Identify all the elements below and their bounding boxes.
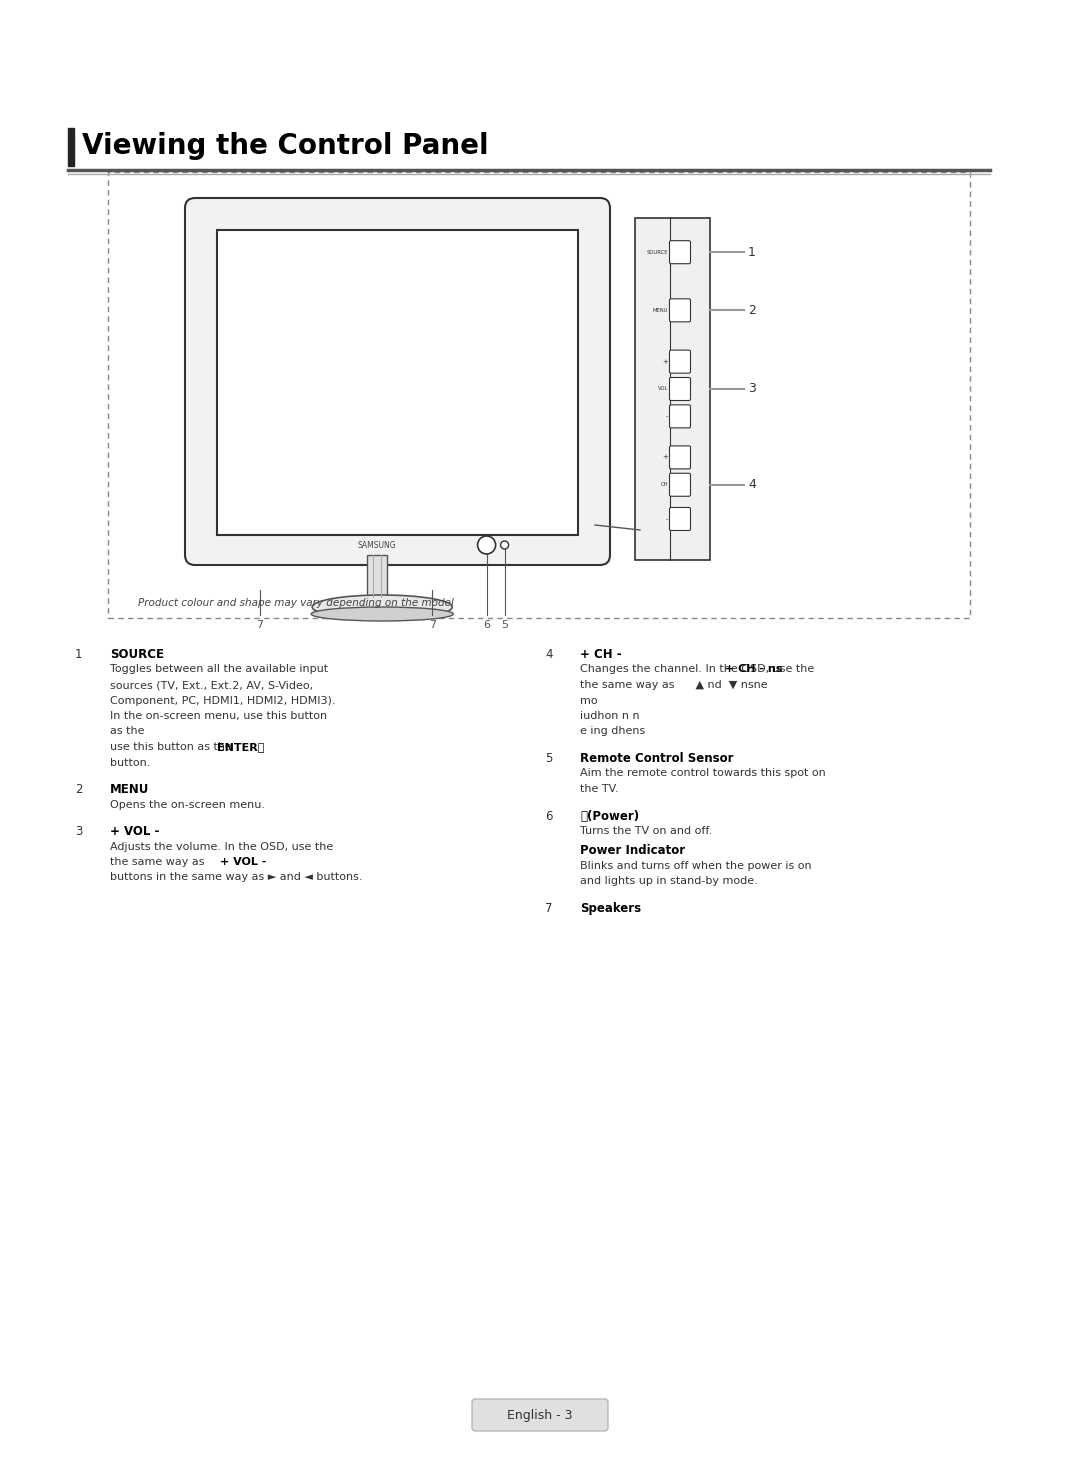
Text: 1: 1: [75, 648, 82, 661]
Text: + VOL -: + VOL -: [220, 857, 267, 867]
Text: 4: 4: [545, 648, 553, 661]
Text: the same way as: the same way as: [110, 857, 222, 867]
Text: Opens the on-screen menu.: Opens the on-screen menu.: [110, 799, 265, 810]
Text: the same way as      ▲ nd  ▼ nsne: the same way as ▲ nd ▼ nsne: [580, 680, 768, 690]
Text: Turns the TV on and off.: Turns the TV on and off.: [580, 826, 712, 836]
Text: ⏻(Power): ⏻(Power): [580, 810, 639, 823]
Text: SOURCE: SOURCE: [647, 250, 669, 255]
Bar: [68, 128, 75, 166]
Text: iudhon n n: iudhon n n: [580, 711, 639, 721]
Text: -: -: [665, 517, 669, 523]
Text: 6: 6: [483, 620, 490, 630]
Text: +: +: [662, 455, 669, 461]
Text: Blinks and turns off when the power is on: Blinks and turns off when the power is o…: [580, 861, 812, 871]
FancyBboxPatch shape: [472, 1398, 608, 1431]
Text: SOURCE: SOURCE: [110, 648, 164, 661]
Text: ENTERⓔ: ENTERⓔ: [217, 742, 265, 752]
Bar: [635, 218, 710, 559]
Text: 6: 6: [545, 810, 553, 823]
Text: 2: 2: [748, 303, 756, 316]
Text: 3: 3: [748, 383, 756, 396]
Circle shape: [477, 536, 496, 553]
Bar: [217, 230, 578, 534]
FancyBboxPatch shape: [185, 199, 610, 565]
Text: and lights up in stand-by mode.: and lights up in stand-by mode.: [580, 876, 758, 886]
FancyBboxPatch shape: [670, 446, 690, 470]
Text: sources (TV, Ext., Ext.2, AV, S-Video,: sources (TV, Ext., Ext.2, AV, S-Video,: [110, 680, 313, 690]
Text: 2: 2: [75, 783, 82, 796]
Text: -: -: [665, 414, 669, 420]
Text: the TV.: the TV.: [580, 785, 619, 793]
Text: + VOL -: + VOL -: [110, 824, 160, 838]
Text: 4: 4: [748, 478, 756, 492]
Ellipse shape: [312, 595, 453, 620]
FancyBboxPatch shape: [670, 405, 690, 428]
FancyBboxPatch shape: [670, 474, 690, 496]
Text: Changes the channel. In the OSD, use the: Changes the channel. In the OSD, use the: [580, 664, 814, 674]
Text: +: +: [662, 359, 669, 365]
Text: Toggles between all the available input: Toggles between all the available input: [110, 664, 328, 674]
Text: 7: 7: [429, 620, 436, 630]
Text: as the: as the: [110, 727, 145, 736]
Ellipse shape: [311, 606, 454, 621]
Text: Speakers: Speakers: [580, 902, 642, 916]
FancyBboxPatch shape: [670, 241, 690, 263]
Bar: [367, 555, 388, 598]
Text: 5: 5: [545, 752, 552, 765]
Text: 3: 3: [75, 824, 82, 838]
Text: Remote Control Sensor: Remote Control Sensor: [580, 752, 733, 765]
Text: SAMSUNG: SAMSUNG: [357, 540, 396, 549]
Text: Adjusts the volume. In the OSD, use the: Adjusts the volume. In the OSD, use the: [110, 842, 334, 851]
Text: 5: 5: [501, 620, 508, 630]
Text: use this button as the: use this button as the: [110, 742, 235, 752]
Text: CH: CH: [661, 483, 669, 487]
Text: 7: 7: [545, 902, 553, 916]
Text: mo: mo: [580, 695, 597, 705]
Text: Product colour and shape may vary depending on the model: Product colour and shape may vary depend…: [138, 598, 454, 608]
Text: Viewing the Control Panel: Viewing the Control Panel: [82, 132, 488, 160]
Circle shape: [501, 542, 509, 549]
Text: VOL: VOL: [658, 387, 669, 392]
Text: In the on-screen menu, use this button: In the on-screen menu, use this button: [110, 711, 327, 721]
Text: 1: 1: [748, 246, 756, 259]
Text: + CH - ns: + CH - ns: [725, 664, 782, 674]
Text: Component, PC, HDMI1, HDMI2, HDMI3).: Component, PC, HDMI1, HDMI2, HDMI3).: [110, 695, 336, 705]
Text: Aim the remote control towards this spot on: Aim the remote control towards this spot…: [580, 768, 826, 779]
Text: MENU: MENU: [652, 308, 669, 314]
Bar: [108, 172, 970, 618]
FancyBboxPatch shape: [670, 299, 690, 322]
Text: e ing dhens: e ing dhens: [580, 727, 645, 736]
FancyBboxPatch shape: [670, 377, 690, 400]
Text: Power Indicator: Power Indicator: [580, 845, 685, 858]
Text: button.: button.: [110, 758, 150, 767]
Text: buttons in the same way as ► and ◄ buttons.: buttons in the same way as ► and ◄ butto…: [110, 873, 363, 883]
FancyBboxPatch shape: [670, 350, 690, 372]
Text: + CH -: + CH -: [580, 648, 622, 661]
Text: 7: 7: [256, 620, 264, 630]
Text: English - 3: English - 3: [508, 1409, 572, 1422]
FancyBboxPatch shape: [670, 508, 690, 530]
Text: MENU: MENU: [110, 783, 149, 796]
